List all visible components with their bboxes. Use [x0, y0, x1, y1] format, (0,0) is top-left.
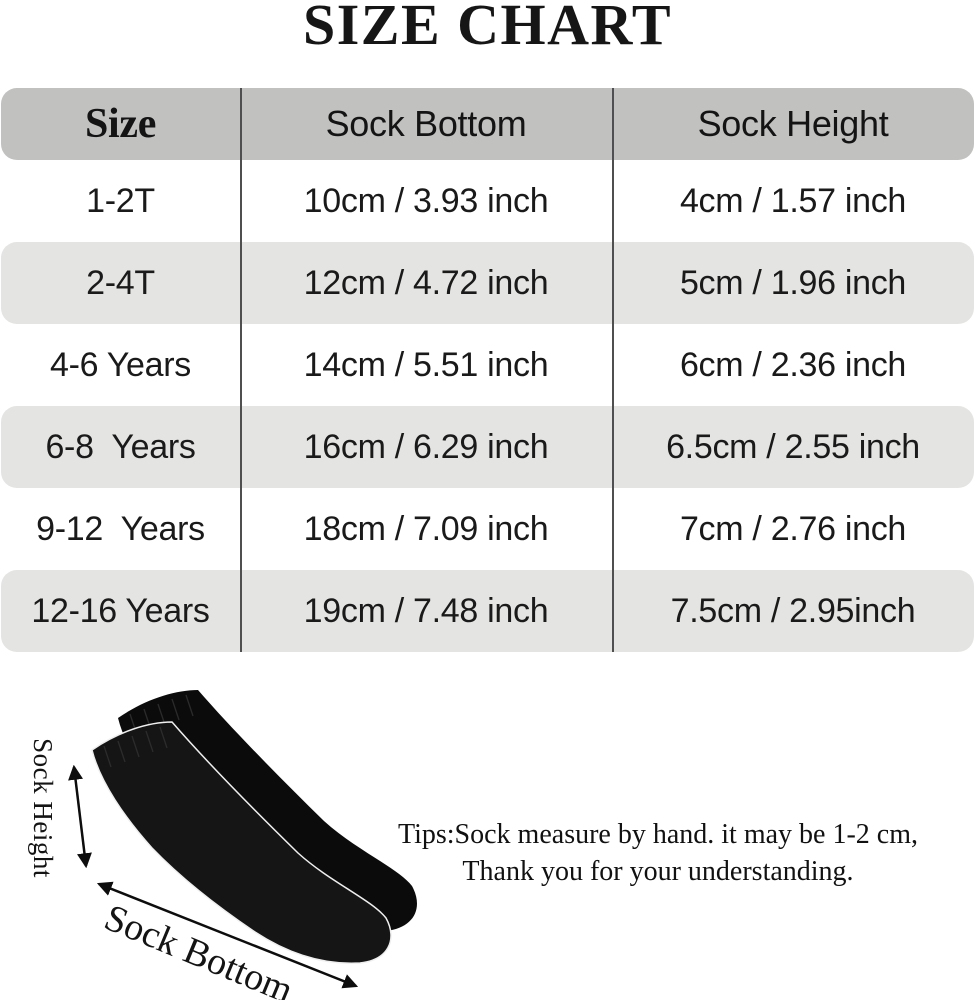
table-row: 12-16 Years 19cm / 7.48 inch 7.5cm / 2.9…: [1, 570, 974, 652]
bottom-cell: 16cm / 6.29 inch: [303, 427, 549, 466]
tips-line-2: Thank you for your understanding.: [462, 856, 854, 887]
height-cell: 7.5cm / 2.95inch: [670, 591, 916, 630]
bottom-cell: 19cm / 7.48 inch: [303, 591, 549, 630]
height-cell: 5cm / 1.96 inch: [679, 263, 907, 302]
bottom-cell: 18cm / 7.09 inch: [303, 509, 549, 548]
sock-height-arrow: [68, 764, 92, 869]
table-row: 9-12 Years 18cm / 7.09 inch 7cm / 2.76 i…: [1, 488, 974, 570]
column-divider: [240, 88, 242, 652]
size-table: Size Sock Bottom Sock Height 1-2T 10cm /…: [1, 88, 974, 652]
sock-illustration: [68, 690, 417, 989]
size-cell: 1-2T: [86, 181, 155, 220]
page-title: SIZE CHART: [302, 0, 673, 57]
table-row: 4-6 Years 14cm / 5.51 inch 6cm / 2.36 in…: [1, 324, 974, 406]
bottom-cell: 10cm / 3.93 inch: [303, 181, 549, 220]
column-header-sock-height: Sock Height: [697, 103, 889, 144]
height-cell: 7cm / 2.76 inch: [679, 509, 907, 548]
size-cell: 2-4T: [86, 263, 155, 302]
column-header-sock-bottom: Sock Bottom: [325, 103, 527, 144]
front-sock: [91, 721, 392, 964]
size-cell: 9-12 Years: [36, 509, 205, 548]
column-divider: [612, 88, 614, 652]
bottom-cell: 14cm / 5.51 inch: [303, 345, 549, 384]
size-cell: 6-8 Years: [45, 427, 196, 466]
size-cell: 4-6 Years: [50, 345, 191, 384]
sock-bottom-arrow: [96, 881, 359, 989]
table-row: 6-8 Years 16cm / 6.29 inch 6.5cm / 2.55 …: [1, 406, 974, 488]
tips-text: Tips:Sock measure by hand. it may be 1-2…: [378, 816, 938, 890]
table-row: 1-2T 10cm / 3.93 inch 4cm / 1.57 inch: [1, 160, 974, 242]
height-cell: 6cm / 2.36 inch: [679, 345, 907, 384]
height-cell: 4cm / 1.57 inch: [679, 181, 907, 220]
height-cell: 6.5cm / 2.55 inch: [666, 427, 920, 466]
tips-line-1: Tips:Sock measure by hand. it may be 1-2…: [397, 819, 918, 850]
bottom-cell: 12cm / 4.72 inch: [303, 263, 549, 302]
size-cell: 12-16 Years: [31, 591, 210, 630]
sock-height-label: Sock Height: [28, 738, 58, 878]
table-row: 2-4T 12cm / 4.72 inch 5cm / 1.96 inch: [1, 242, 974, 324]
table-header-row: Size Sock Bottom Sock Height: [1, 88, 974, 160]
column-header-size: Size: [84, 101, 157, 147]
